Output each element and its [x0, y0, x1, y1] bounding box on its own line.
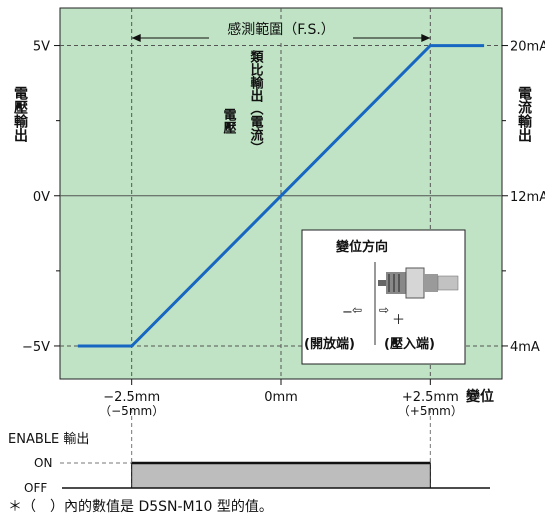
right-tick-label-2: 4mA — [510, 340, 540, 355]
sensor-icon — [374, 262, 459, 345]
output-line — [77, 44, 485, 348]
left-tick-label-2: −5V — [22, 340, 50, 355]
axis-ticks — [54, 45, 508, 385]
inner-analog-label: 類比輸出（電流） — [248, 50, 265, 154]
inset-right-label: (壓入端) — [384, 336, 435, 352]
right-tick-labels: 20mA 12mA 4mA — [510, 40, 545, 355]
range-label: 感測範圍（F.S.） — [227, 21, 335, 38]
x-tick-sublabel-0: （−5mm） — [99, 404, 164, 418]
footnote: ＊（ ）內的數值是 D5SN-M10 型的值。 — [8, 499, 273, 515]
inset-left-arrow: ⇦ — [352, 303, 362, 317]
x-tick-sublabel-2: （+5mm） — [398, 404, 463, 418]
left-tick-labels: 5V 0V −5V — [22, 40, 50, 355]
left-tick-label-0: 5V — [33, 40, 50, 55]
x-axis-label: 變位 — [466, 388, 494, 405]
x-tick-label-1: 0mm — [264, 390, 298, 405]
inset-left-label: (開放端) — [304, 336, 355, 352]
direction-inset: 變位方向 − ⇦ ⇨ ＋ (開放端) (壓入端) — [301, 229, 466, 365]
x-tick-label-2: +2.5mm — [402, 390, 459, 405]
right-axis-label: 電流輸出 — [516, 85, 532, 143]
enable-label: ENABLE 輸出 — [8, 432, 89, 447]
right-tick-label-0: 20mA — [510, 40, 545, 55]
x-tick-labels: −2.5mm（−5mm） 0mm +2.5mm（+5mm） — [99, 390, 463, 418]
right-tick-label-1: 12mA — [510, 190, 545, 205]
inset-plus: ＋ — [392, 313, 405, 328]
inner-voltage-label: 電壓 — [221, 108, 237, 135]
left-tick-label-1: 0V — [33, 190, 50, 205]
enable-on-label: ON — [34, 456, 52, 470]
inset-minus: − — [342, 305, 353, 320]
inset-title: 變位方向 — [336, 239, 388, 255]
enable-off-label: OFF — [24, 481, 47, 495]
x-tick-label-0: −2.5mm — [103, 390, 160, 405]
enable-on-bar — [131, 462, 431, 489]
inset-right-arrow: ⇨ — [379, 303, 389, 317]
left-axis-label: 電壓輸出 — [12, 85, 28, 143]
